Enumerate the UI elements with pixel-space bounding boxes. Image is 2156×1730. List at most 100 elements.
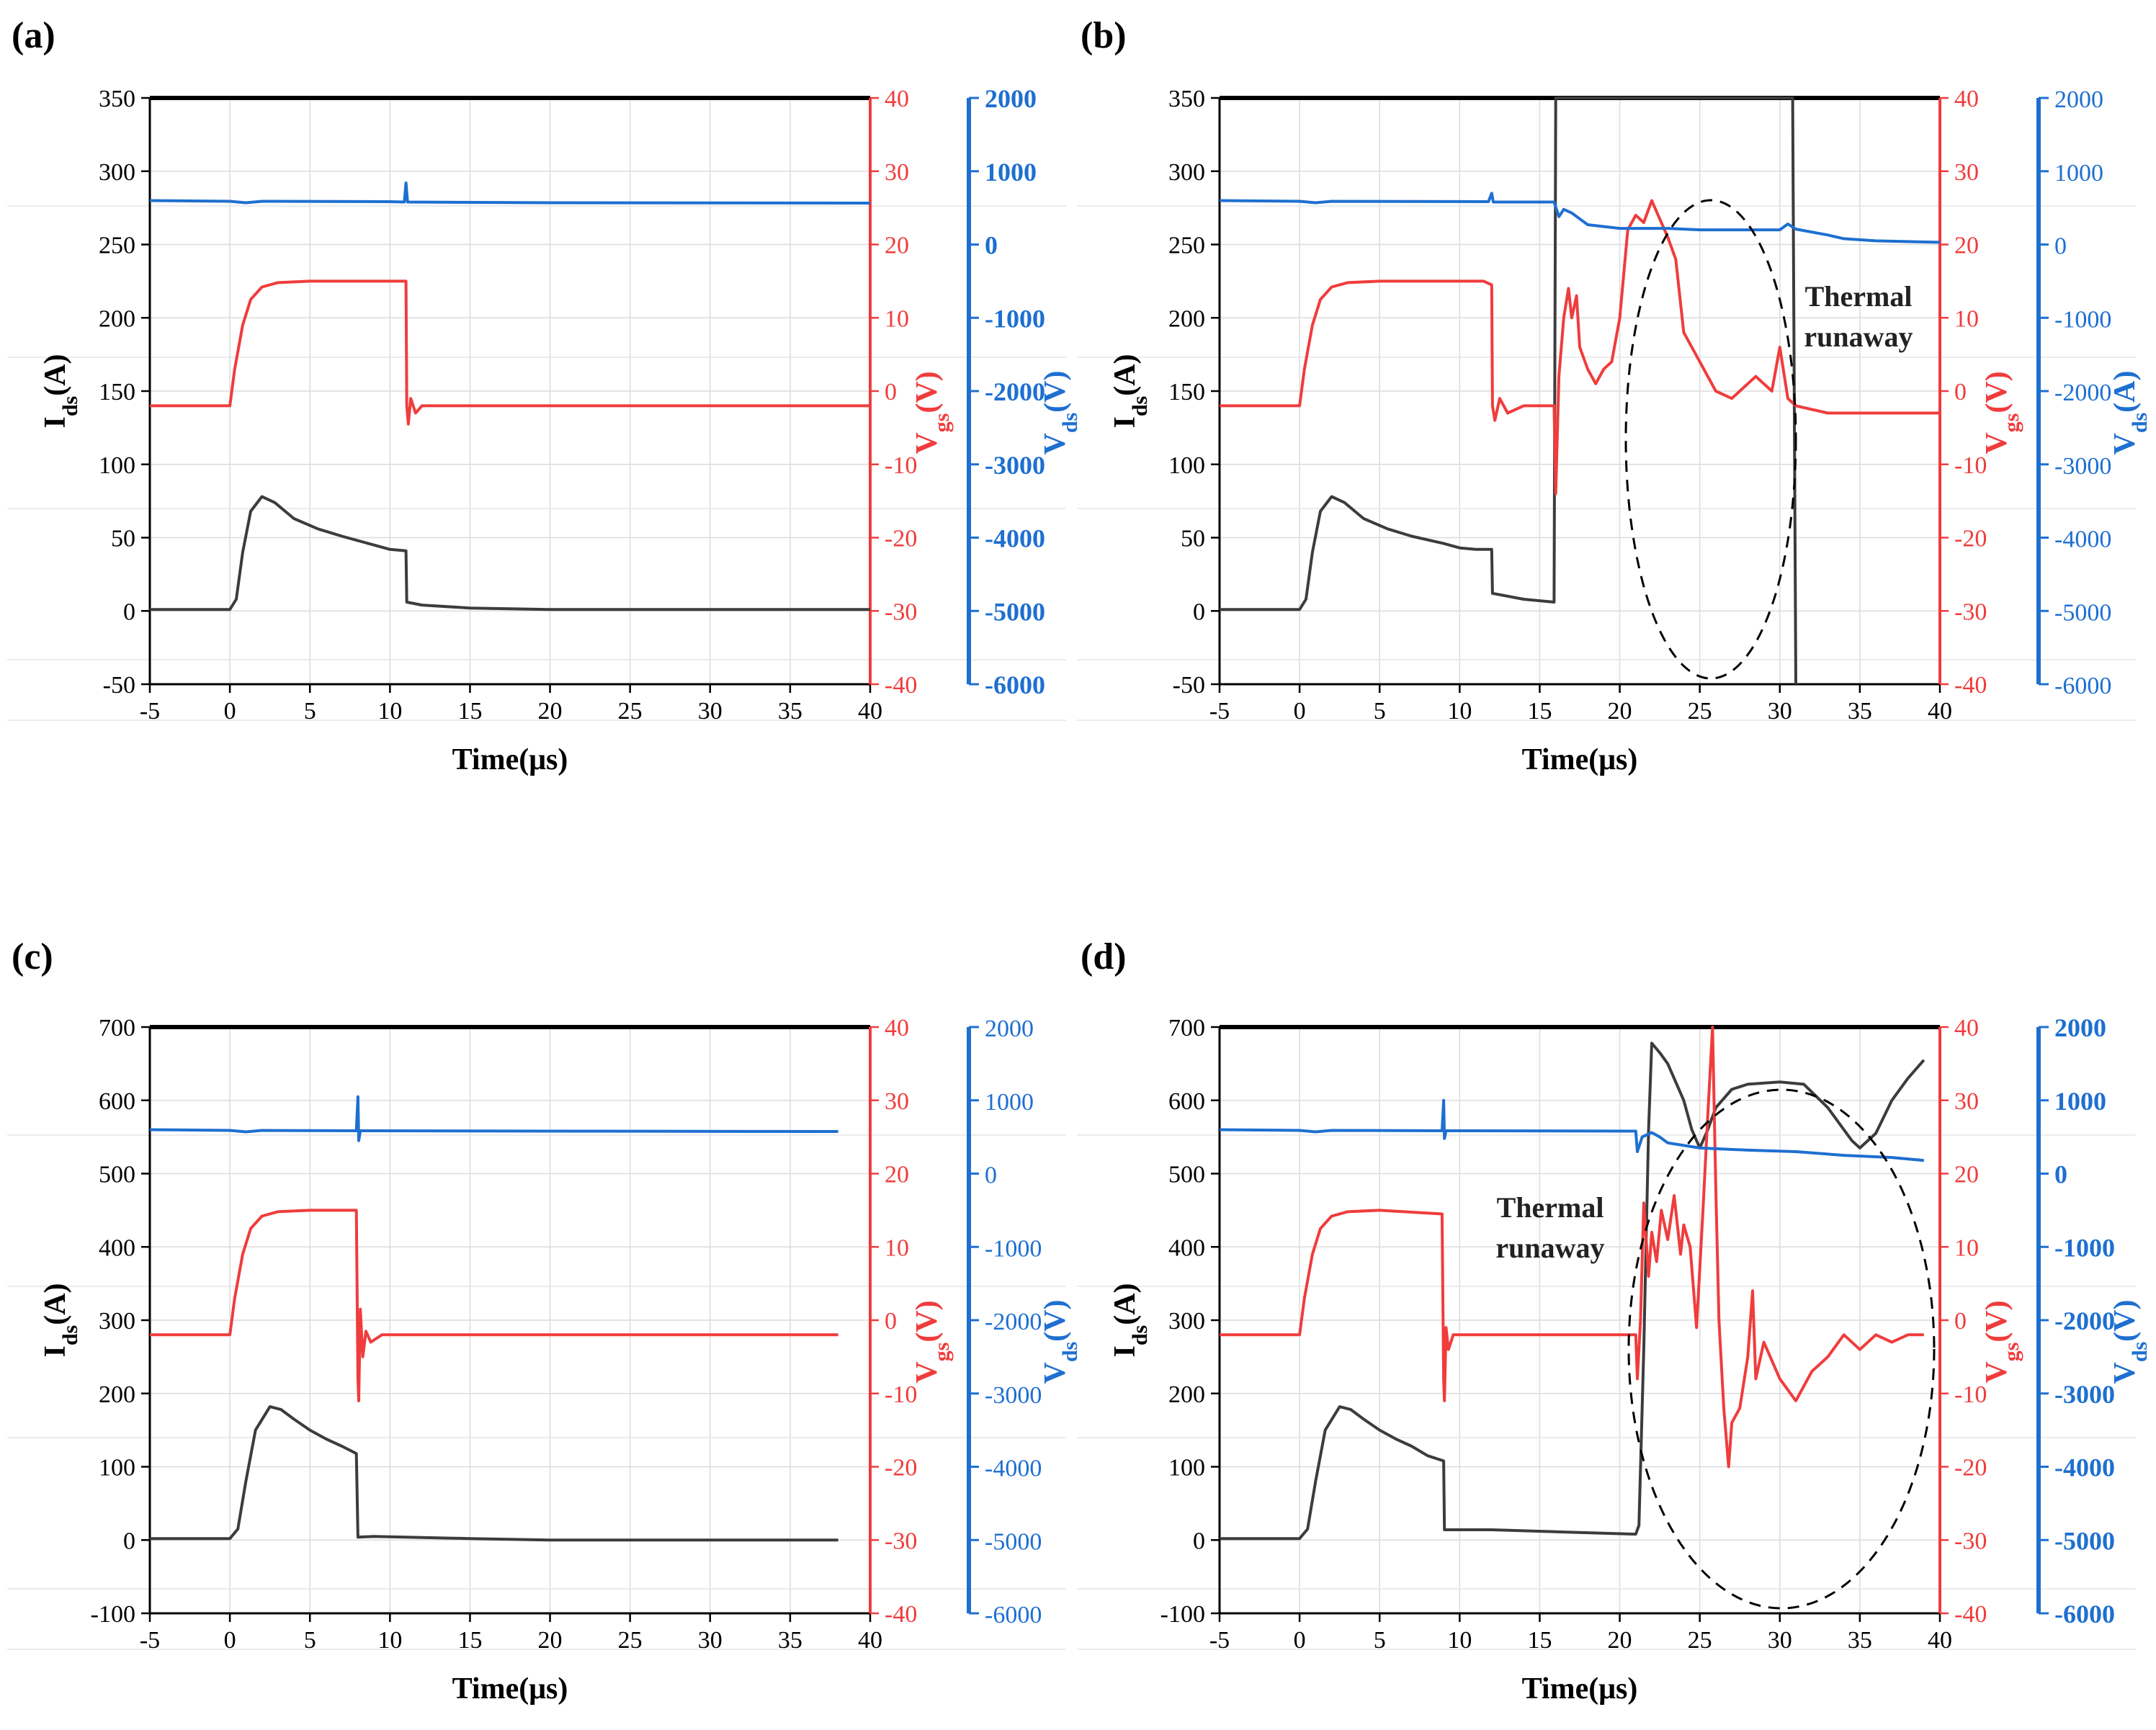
annotation-thermal-runaway: Thermal runaway [1495, 1191, 1604, 1264]
ids-tick-label: 250 [1168, 233, 1205, 259]
vds-tick-label: 0 [985, 1162, 997, 1189]
vgs-tick-label: 10 [1954, 305, 1979, 332]
x-tick-label: 20 [538, 1627, 563, 1654]
vds-axis-title-sub: ds [2128, 413, 2152, 433]
vds-tick-label: -6000 [2054, 1600, 2115, 1628]
x-tick-label: 25 [1688, 698, 1712, 725]
vgs-tick-label: 10 [1954, 1234, 1979, 1261]
x-axis-title: Time(μs) [1522, 743, 1638, 776]
vgs-tick-label: 10 [885, 1234, 909, 1261]
vds-axis-title-unit: (V) [1039, 370, 1072, 412]
vgs-tick-label: 0 [885, 1308, 897, 1335]
vds-tick-label: -1000 [2054, 1233, 2115, 1262]
vds-tick-label: -1000 [985, 304, 1045, 333]
series-ids-line [150, 495, 870, 611]
ids-tick-label: 100 [99, 452, 135, 479]
vds-axis-title-main: V [2108, 433, 2142, 454]
ids-axis-title-sub: ds [1128, 396, 1152, 416]
vgs-tick-label: 20 [1954, 233, 1979, 259]
vgs-tick-label: -20 [1954, 1455, 1987, 1482]
series-vgs-line [1220, 199, 1940, 496]
vds-axis-title: Vds(V) [2108, 1299, 2152, 1384]
ids-tick-label: 300 [1168, 1308, 1205, 1335]
ids-tick-label: 150 [1168, 379, 1205, 405]
vds-tick-label: -5000 [985, 1528, 1042, 1555]
vds-axis-title-main: V [1039, 1362, 1072, 1384]
ids-axis-title-unit: (A) [1109, 1283, 1142, 1325]
x-tick-label: 0 [224, 1627, 236, 1654]
vds-tick-label: -4000 [985, 1456, 1042, 1482]
vgs-tick-label: -40 [1954, 672, 1987, 699]
vgs-axis-title-sub: gs [2000, 413, 2023, 433]
vds-tick-label: -4000 [985, 524, 1045, 553]
ids-tick-label: 600 [99, 1088, 135, 1115]
vds-tick-label: -4000 [2054, 1453, 2115, 1482]
ids-tick-label: 700 [99, 1015, 135, 1041]
ids-axis-title-unit: (A) [39, 1283, 72, 1325]
ids-tick-label: 500 [99, 1162, 135, 1188]
ids-tick-label: 100 [1168, 1455, 1205, 1482]
vgs-tick-label: -30 [1954, 1528, 1987, 1554]
ids-tick-label: 300 [99, 159, 135, 186]
x-tick-label: 30 [1768, 1627, 1792, 1654]
ids-axis-title: Ids(A) [1109, 1283, 1152, 1357]
highlight-ellipse [1627, 1088, 1936, 1610]
vgs-axis-title-main: V [1980, 432, 2013, 454]
ids-tick-label: 300 [1168, 159, 1205, 186]
panel-label: (b) [1081, 15, 1127, 56]
vds-axis-title-unit: (V) [2108, 1299, 2142, 1341]
vds-tick-label: -5000 [2054, 599, 2111, 626]
x-tick-label: 10 [377, 1627, 402, 1654]
chart-panel-2: (b)-5 0 5 10 15 20 25 30 35 40-500501001502002503… [1077, 15, 2152, 776]
ids-axis-title-unit: (A) [39, 354, 72, 395]
vgs-axis-title-unit: (V) [1980, 1300, 2013, 1342]
x-tick-label: 40 [1928, 1627, 1952, 1654]
x-tick-label: 10 [1447, 698, 1472, 725]
series-ids-line [1220, 97, 1797, 685]
annotation-line: runaway [1804, 321, 1913, 353]
x-tick-label: -5 [1209, 1627, 1230, 1654]
x-tick-label: -5 [140, 1627, 160, 1654]
x-tick-label: 40 [858, 698, 882, 725]
ids-axis-title: Ids(A) [1109, 354, 1152, 428]
vgs-tick-label: 0 [1954, 1308, 1967, 1335]
x-tick-label: -5 [1209, 698, 1230, 725]
gridlines [1077, 97, 2136, 721]
x-tick-label: 25 [618, 698, 643, 725]
vds-tick-label: 2000 [985, 1016, 1034, 1042]
vgs-tick-label: 30 [1954, 159, 1979, 186]
vgs-axis-title-sub: gs [930, 1343, 954, 1362]
vds-axis-title-sub: ds [2128, 1342, 2152, 1362]
ids-tick-label: 350 [99, 86, 135, 112]
series-vgs-line [150, 1209, 838, 1402]
vds-tick-label: 1000 [985, 1089, 1034, 1116]
vgs-axis-title: Vgs(V) [1980, 371, 2023, 454]
ids-tick-label: 200 [99, 1381, 135, 1408]
x-tick-label: 30 [698, 1627, 723, 1654]
chart-panel-4: (d)-5 0 5 10 15 20 25 30 35 40-100010020030040050… [1077, 936, 2152, 1706]
vgs-tick-label: -30 [885, 1528, 917, 1554]
ids-tick-label: 350 [1168, 86, 1205, 112]
vds-tick-label: -6000 [985, 671, 1045, 699]
vds-tick-label: -5000 [2054, 1526, 2115, 1555]
vds-tick-label: -6000 [2054, 673, 2111, 699]
annotation-line: runaway [1495, 1232, 1604, 1264]
x-tick-label: 5 [304, 698, 316, 725]
vgs-tick-label: 40 [885, 86, 909, 112]
vds-axis-title: Vds(V) [1039, 1299, 1082, 1384]
x-axis-title: Time(μs) [1522, 1672, 1638, 1706]
vgs-axis-title-sub: gs [2000, 1343, 2023, 1362]
vgs-tick-label: -30 [1954, 599, 1987, 625]
annotation-thermal-runaway: Thermal runaway [1804, 280, 1913, 353]
x-tick-label: 20 [538, 698, 563, 725]
ids-tick-label: -50 [1173, 672, 1205, 699]
vgs-axis-title: Vgs(V) [1980, 1300, 2023, 1383]
x-tick-label: 25 [618, 1627, 643, 1654]
ids-tick-label: 250 [99, 233, 135, 259]
vgs-tick-label: 30 [1954, 1088, 1979, 1115]
x-tick-label: 35 [778, 698, 802, 725]
vds-tick-label: -1000 [985, 1235, 1042, 1262]
series-vgs-line [1220, 1026, 1924, 1469]
x-tick-label: 0 [224, 698, 236, 725]
vgs-tick-label: -30 [885, 599, 917, 625]
